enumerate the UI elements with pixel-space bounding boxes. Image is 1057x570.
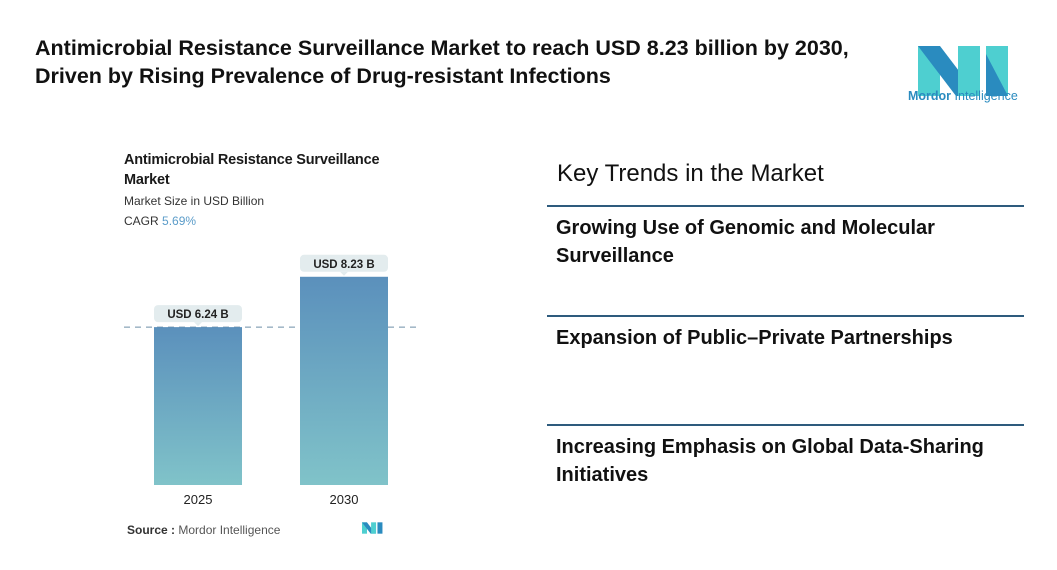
data-label-pointer bbox=[194, 322, 202, 327]
trend-item: Growing Use of Genomic and Molecular Sur… bbox=[556, 217, 935, 267]
divider bbox=[547, 205, 1024, 207]
data-label-bg bbox=[300, 254, 388, 272]
logo-text: Mordor Intelligence bbox=[908, 89, 1018, 103]
data-label-pointer bbox=[340, 271, 348, 276]
trend-item: Expansion of Public–Private Partnerships bbox=[556, 327, 953, 349]
data-label-bg bbox=[154, 305, 242, 323]
source: Source : Mordor Intelligence bbox=[127, 523, 281, 537]
trend-item: Increasing Emphasis on Global Data-Shari… bbox=[556, 436, 984, 486]
trends-title: Key Trends in the Market bbox=[557, 160, 824, 187]
headline: Antimicrobial Resistance Surveillance Ma… bbox=[35, 36, 849, 88]
x-tick-label: 2030 bbox=[330, 492, 359, 507]
bar-2025 bbox=[154, 327, 242, 485]
bar-2030 bbox=[300, 276, 388, 485]
chart-title: Antimicrobial Resistance Surveillance Ma… bbox=[124, 152, 380, 188]
chart-cagr: CAGR 5.69% bbox=[124, 214, 197, 228]
divider bbox=[547, 315, 1024, 317]
data-label: USD 8.23 B bbox=[313, 259, 374, 271]
divider bbox=[547, 424, 1024, 426]
chart-subtitle: Market Size in USD Billion bbox=[124, 194, 265, 208]
data-label: USD 6.24 B bbox=[167, 309, 228, 321]
mordor-logo-icon bbox=[918, 46, 1008, 96]
x-tick-label: 2025 bbox=[184, 492, 213, 507]
source-logo-icon bbox=[362, 522, 383, 534]
